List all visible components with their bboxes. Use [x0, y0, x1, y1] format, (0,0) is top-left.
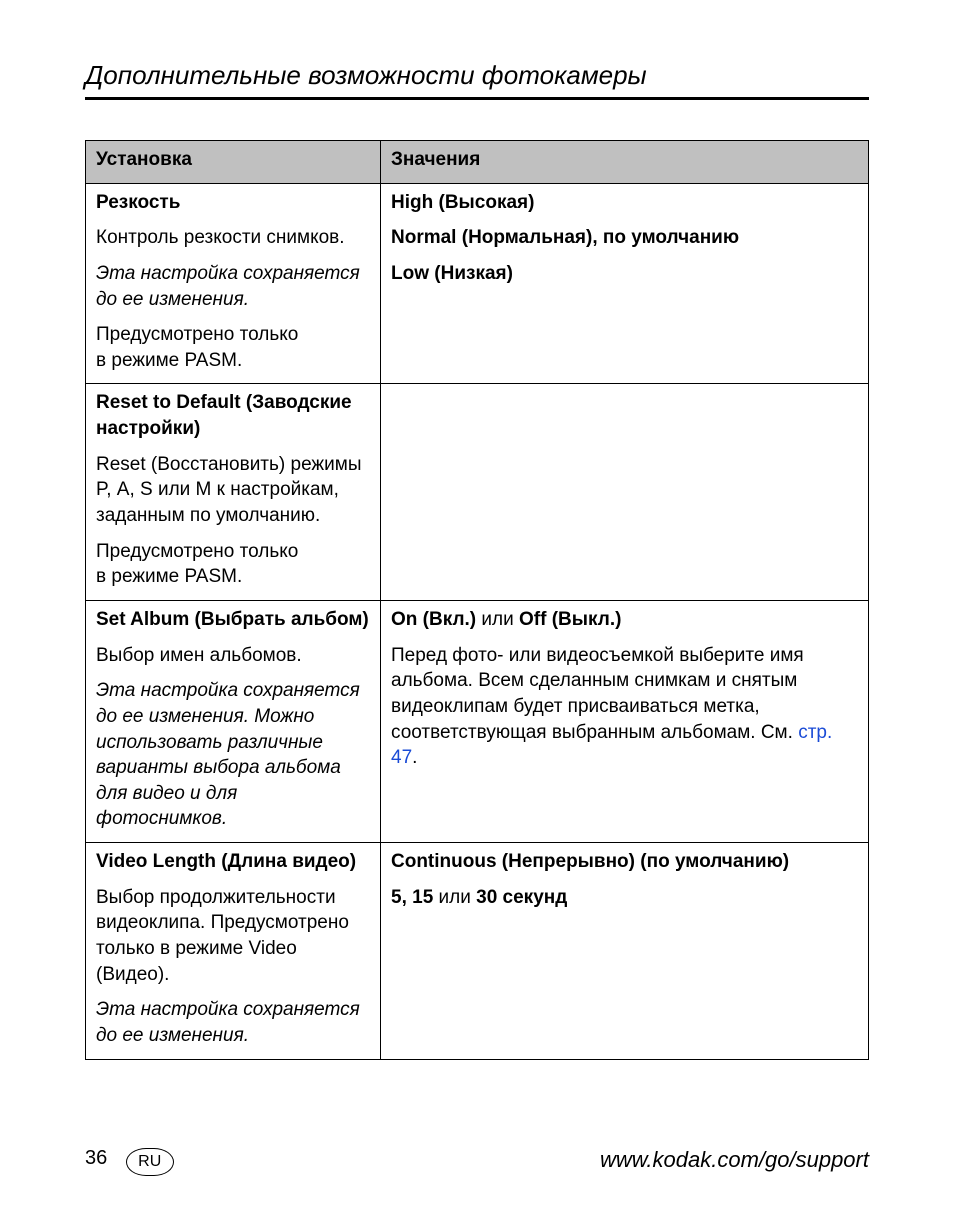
setting-desc: Контроль резкости снимков. — [96, 225, 370, 251]
value-desc-text: Перед фото- или видеосъемкой выберите им… — [391, 645, 804, 743]
setting-desc: Выбор продолжительности видеоклипа. Пред… — [96, 885, 370, 988]
setting-title: Reset to Default (Заводские настройки) — [96, 390, 370, 441]
cell-setting: Video Length (Длина видео) Выбор продолж… — [86, 843, 381, 1059]
value-option: Low (Низкая) — [391, 261, 858, 287]
setting-scope: Предусмотрено только в режиме PASM. — [96, 539, 370, 590]
value-on: On (Вкл.) — [391, 609, 476, 630]
value-sep: или — [433, 887, 476, 908]
value-numbers-pre: 5, 15 — [391, 887, 433, 908]
setting-scope: Предусмотрено только в режиме PASM. — [96, 322, 370, 373]
cell-setting: Set Album (Выбрать альбом) Выбор имен ал… — [86, 600, 381, 842]
table-header-row: Установка Значения — [86, 141, 869, 184]
value-option: On (Вкл.) или Off (Выкл.) — [391, 607, 858, 633]
page: Дополнительные возможности фотокамеры Ус… — [0, 0, 954, 1214]
header-rule — [85, 97, 869, 100]
value-desc-post: . — [412, 747, 417, 768]
table-row: Video Length (Длина видео) Выбор продолж… — [86, 843, 869, 1059]
setting-title: Резкость — [96, 190, 370, 216]
setting-title: Set Album (Выбрать альбом) — [96, 607, 370, 633]
table-row: Резкость Контроль резкости снимков. Эта … — [86, 183, 869, 384]
footer-url: www.kodak.com/go/support — [600, 1147, 869, 1173]
cell-values: Continuous (Непрерывно) (по умолчанию) 5… — [381, 843, 869, 1059]
setting-note: Эта настройка сохраняется до ее изменени… — [96, 261, 370, 312]
setting-desc: Reset (Восстановить) режимы P, A, S или … — [96, 452, 370, 529]
footer-left: 36 RU — [85, 1146, 174, 1174]
value-sep: или — [476, 609, 519, 630]
setting-desc: Выбор имен альбомов. — [96, 643, 370, 669]
value-option: 5, 15 или 30 секунд — [391, 885, 858, 911]
value-option: High (Высокая) — [391, 190, 858, 216]
value-option: Normal (Нормальная), по умолчанию — [391, 225, 858, 251]
value-off: Off (Выкл.) — [519, 609, 621, 630]
value-desc: Перед фото- или видеосъемкой выберите им… — [391, 643, 858, 771]
settings-table: Установка Значения Резкость Контроль рез… — [85, 140, 869, 1060]
col-header-values: Значения — [381, 141, 869, 184]
cell-values: On (Вкл.) или Off (Выкл.) Перед фото- ил… — [381, 600, 869, 842]
setting-note: Эта настройка сохраняется до ее изменени… — [96, 997, 370, 1048]
setting-note: Эта настройка сохраняется до ее изменени… — [96, 678, 370, 832]
value-numbers-post: 30 секунд — [476, 887, 567, 908]
col-header-setting: Установка — [86, 141, 381, 184]
page-footer: 36 RU www.kodak.com/go/support — [85, 1146, 869, 1174]
table-row: Reset to Default (Заводские настройки) R… — [86, 384, 869, 600]
setting-title: Video Length (Длина видео) — [96, 849, 370, 875]
table-row: Set Album (Выбрать альбом) Выбор имен ал… — [86, 600, 869, 842]
cell-setting: Резкость Контроль резкости снимков. Эта … — [86, 183, 381, 384]
page-title: Дополнительные возможности фотокамеры — [85, 60, 869, 91]
language-badge: RU — [126, 1148, 174, 1176]
cell-values — [381, 384, 869, 600]
page-number: 36 — [85, 1147, 107, 1169]
cell-values: High (Высокая) Normal (Нормальная), по у… — [381, 183, 869, 384]
value-option: Continuous (Непрерывно) (по умолчанию) — [391, 849, 858, 875]
cell-setting: Reset to Default (Заводские настройки) R… — [86, 384, 381, 600]
